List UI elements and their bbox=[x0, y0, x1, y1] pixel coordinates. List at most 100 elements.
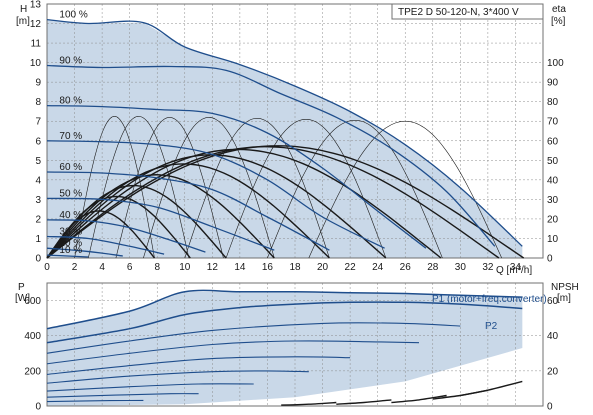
efficiency-arc bbox=[88, 115, 190, 259]
y2-axis-label-name: eta bbox=[552, 4, 566, 15]
power-axis-label-name: P bbox=[18, 282, 25, 293]
x-axis-label: Q [m³/h] bbox=[496, 265, 532, 276]
speed-label: 10 % bbox=[59, 245, 82, 256]
head-curve bbox=[46, 235, 165, 255]
efficiency-arc bbox=[308, 120, 502, 259]
y-tick-label: 11 bbox=[31, 39, 42, 50]
head-chart-grid bbox=[46, 3, 543, 259]
x-tick-label: 26 bbox=[400, 262, 412, 273]
npsh-axis-label-unit: [m] bbox=[557, 293, 571, 304]
y-tick-label: 5 bbox=[35, 156, 41, 167]
x-tick-label: 14 bbox=[234, 262, 246, 273]
head-chart-frame bbox=[46, 3, 544, 259]
operating-range-fill bbox=[47, 19, 523, 259]
y2-tick-label: 0 bbox=[547, 254, 553, 265]
power-axis-label-unit: [W] bbox=[15, 293, 30, 304]
efficiency-curve bbox=[46, 148, 442, 259]
y2-tick-label: 100 bbox=[547, 58, 564, 69]
efficiency-arc bbox=[267, 119, 443, 259]
power-tick-label: 600 bbox=[24, 296, 41, 307]
efficiency-arc bbox=[225, 118, 387, 259]
power-tick-label: 400 bbox=[24, 331, 41, 342]
x-tick-label: 30 bbox=[455, 262, 467, 273]
y2-tick-label: 80 bbox=[547, 97, 559, 108]
x-tick-label: 22 bbox=[345, 262, 357, 273]
efficiency-arc bbox=[74, 115, 155, 259]
x-tick-label: 2 bbox=[72, 262, 78, 273]
power-tick-label: 0 bbox=[35, 402, 41, 413]
head-curve bbox=[46, 219, 206, 253]
y2-tick-label: 20 bbox=[547, 214, 559, 225]
speed-label: 80 % bbox=[59, 96, 82, 107]
y-tick-label: 10 bbox=[30, 58, 42, 69]
y-axis-label-unit: [m] bbox=[16, 16, 30, 27]
power-chart-ticks: 0 200 400 600 0 20 40 60 bbox=[24, 296, 558, 412]
x-tick-label: 8 bbox=[154, 262, 160, 273]
power-curve bbox=[46, 340, 420, 365]
y2-tick-label: 60 bbox=[547, 136, 559, 147]
x-tick-label: 28 bbox=[427, 262, 439, 273]
head-curve bbox=[46, 197, 275, 251]
x-tick-label: 18 bbox=[289, 262, 301, 273]
efficiency-arc bbox=[115, 116, 224, 259]
power-curve bbox=[46, 322, 461, 354]
y-tick-label: 13 bbox=[30, 0, 42, 11]
x-tick-label: 34 bbox=[510, 262, 522, 273]
y-tick-label: 3 bbox=[35, 195, 41, 206]
x-tick-label: 0 bbox=[44, 262, 50, 273]
y-tick-label: 0 bbox=[35, 254, 41, 265]
npsh-axis-label-name: NPSH bbox=[551, 282, 579, 293]
x-tick-label: 6 bbox=[127, 262, 133, 273]
head-curve bbox=[46, 247, 123, 257]
speed-label: 30 % bbox=[59, 227, 82, 238]
npsh-curve bbox=[336, 399, 392, 405]
speed-label: 50 % bbox=[59, 188, 82, 199]
speed-label: 60 % bbox=[59, 162, 82, 173]
speed-label: 100 % bbox=[59, 10, 87, 21]
power-tick-label: 200 bbox=[24, 366, 41, 377]
head-curve bbox=[46, 254, 89, 258]
chart-title: TPE2 D 50-120-N, 3*400 V bbox=[398, 7, 519, 18]
power-curve bbox=[46, 399, 144, 403]
title-box bbox=[391, 3, 544, 20]
x-tick-label: 20 bbox=[317, 262, 329, 273]
x-tick-label: 10 bbox=[179, 262, 191, 273]
y-tick-label: 4 bbox=[35, 175, 41, 186]
efficiency-curve bbox=[46, 163, 330, 259]
y2-tick-label: 90 bbox=[547, 78, 559, 89]
head-chart-panel: 0 2 4 6 8 10 12 14 16 18 20 22 24 26 28 30 32 34012345678… bbox=[16, 0, 566, 276]
efficiency-curve bbox=[46, 174, 275, 259]
p1-series-label: P1 (motor+freq.converter) bbox=[432, 294, 547, 305]
head-curve bbox=[46, 140, 385, 249]
p2-series-label: P2 bbox=[485, 321, 498, 332]
y-tick-label: 2 bbox=[35, 214, 41, 225]
speed-label: 40 % bbox=[59, 210, 82, 221]
y2-tick-label: 30 bbox=[547, 195, 559, 206]
npsh-tick-label: 40 bbox=[547, 331, 559, 342]
power-range-fill bbox=[47, 291, 523, 406]
efficiency-curve bbox=[46, 145, 525, 259]
y2-tick-label: 70 bbox=[547, 117, 559, 128]
y2-tick-label: 10 bbox=[547, 234, 559, 245]
y-tick-label: 1 bbox=[35, 234, 41, 245]
power-curve bbox=[46, 370, 309, 384]
head-curve bbox=[46, 18, 523, 247]
head-curves bbox=[46, 18, 525, 259]
x-tick-label: 32 bbox=[482, 262, 494, 273]
power-curve bbox=[46, 383, 254, 392]
power-curve bbox=[46, 393, 199, 398]
power-chart-frame bbox=[46, 282, 544, 407]
npsh-tick-label: 20 bbox=[547, 366, 559, 377]
speed-label: 20 % bbox=[59, 238, 82, 249]
npsh-tick-label: 0 bbox=[547, 402, 553, 413]
y-tick-label: 8 bbox=[35, 97, 41, 108]
x-tick-label: 4 bbox=[99, 262, 105, 273]
npsh-curve bbox=[281, 401, 337, 406]
x-tick-label: 24 bbox=[372, 262, 384, 273]
y2-tick-label: 40 bbox=[547, 175, 559, 186]
power-series-curve bbox=[46, 289, 523, 330]
npsh-curve bbox=[460, 380, 523, 397]
power-curve bbox=[46, 356, 351, 375]
y2-tick-label: 50 bbox=[547, 156, 559, 167]
